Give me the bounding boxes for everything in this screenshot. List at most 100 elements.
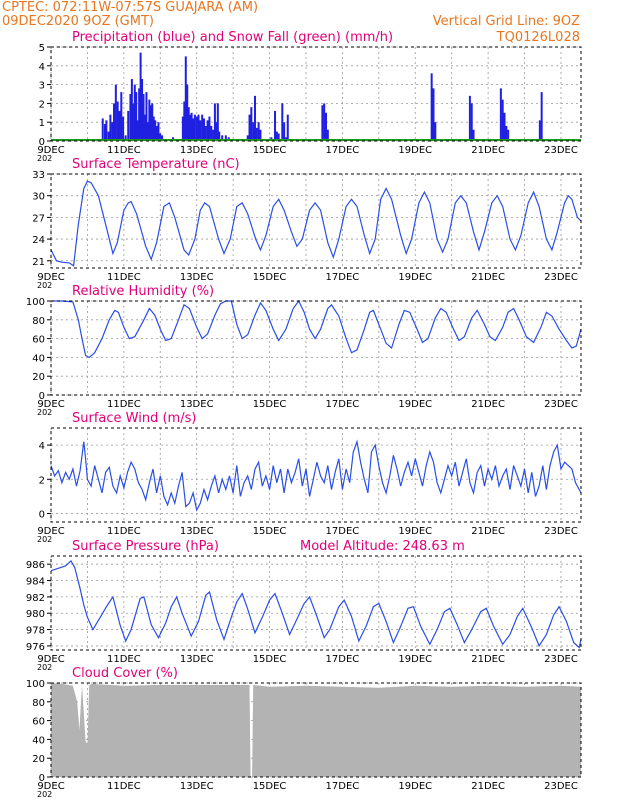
precip-bar <box>127 110 130 141</box>
precip-bar <box>221 135 224 141</box>
temp-xtick-label: 15DEC <box>253 272 287 283</box>
precip-bar <box>107 131 110 141</box>
rh-line <box>51 299 582 359</box>
panels: 9DEC 11DEC 13DEC 15DEC 17DEC 19DEC 21DEC 23DEC2… <box>26 43 582 799</box>
precip-bar <box>133 84 136 141</box>
precip-bar <box>224 135 227 141</box>
precip-bar <box>216 103 219 141</box>
precip-bar <box>149 105 152 141</box>
pressure-xtick-label: 21DEC <box>471 654 505 665</box>
precip-bar <box>111 122 114 141</box>
temp-line <box>50 180 582 267</box>
wind-ytick-label: 0 <box>39 509 45 520</box>
precip-ytick-label: 2 <box>39 99 45 110</box>
cloud-xtick-label: 19DEC <box>398 781 432 792</box>
precip-bar <box>210 125 213 141</box>
precip-bar <box>159 133 162 141</box>
cloud-ytick-label: 60 <box>32 717 45 728</box>
rh-xtick-label: 15DEC <box>253 399 287 410</box>
precip-xtick-label: 13DEC <box>180 145 214 156</box>
wind-frame <box>50 427 582 523</box>
wind-xtick-label: 13DEC <box>180 526 214 537</box>
precip-ytick-label: 0 <box>39 137 45 148</box>
precip-bar <box>215 122 218 141</box>
rh-xtick-label: 23DEC <box>544 399 578 410</box>
rh-xtick-label: 9DEC <box>37 399 64 410</box>
temp-year-label: 202 <box>37 281 52 290</box>
rh-ytick-label: 100 <box>26 297 45 308</box>
cloud-ytick-label: 20 <box>32 754 45 765</box>
precip-bar <box>190 112 193 141</box>
precip-bar <box>141 78 144 141</box>
rh-ytick-label: 0 <box>39 391 45 402</box>
wind-ytick-label: 4 <box>39 441 45 452</box>
precip-bar <box>434 122 437 141</box>
cloud-xtick-label: 17DEC <box>326 781 360 792</box>
precip-bar <box>499 88 502 141</box>
precip-xtick-label: 11DEC <box>107 145 141 156</box>
precip-bar <box>132 103 135 141</box>
temp-ytick-label: 21 <box>32 257 45 268</box>
wind-line <box>50 439 582 512</box>
pressure-ytick-label: 980 <box>26 609 45 620</box>
pressure-xtick-label: 13DEC <box>180 654 214 665</box>
precip-xtick-label: 17DEC <box>326 145 360 156</box>
precip-bar <box>145 92 148 141</box>
precip-title: Precipitation (blue) and Snow Fall (gree… <box>72 30 393 45</box>
precip-bar <box>505 125 508 141</box>
precip-bar <box>430 73 433 141</box>
temp-ytick-label: 27 <box>32 213 45 224</box>
wind-title: Surface Wind (m/s) <box>72 411 196 426</box>
temp-xtick-label: 11DEC <box>107 272 141 283</box>
rh-frame <box>50 300 582 396</box>
precip-bar <box>326 129 329 141</box>
rh-xtick-label: 21DEC <box>471 399 505 410</box>
rh-year-label: 202 <box>37 408 52 417</box>
precip-bar <box>208 116 211 141</box>
precip-bar <box>113 103 116 141</box>
precip-bar <box>197 114 200 141</box>
precip-frame <box>50 46 582 142</box>
cloud-title: Cloud Cover (%) <box>72 666 178 681</box>
precip-bar <box>195 116 198 141</box>
precip-bar <box>136 120 139 141</box>
cloud-ytick-label: 0 <box>39 773 45 784</box>
pressure-line <box>50 559 582 649</box>
pressure-xtick-label: 11DEC <box>107 654 141 665</box>
precip-bar <box>218 131 221 141</box>
precip-bar <box>213 103 216 141</box>
temp-ytick-label: 30 <box>32 192 45 203</box>
precip-xtick-label: 19DEC <box>398 145 432 156</box>
rh-xtick-label: 17DEC <box>326 399 360 410</box>
precip-bar <box>212 129 215 141</box>
rh-ytick-label: 40 <box>32 353 45 364</box>
precip-bar <box>120 92 123 141</box>
precip-bar <box>154 120 157 141</box>
precip-bar <box>199 120 202 141</box>
precip-bar <box>122 116 125 141</box>
cloud-xtick-label: 13DEC <box>180 781 214 792</box>
precip-ytick-label: 4 <box>39 62 45 73</box>
precip-bar <box>181 116 184 141</box>
precip-bar <box>250 107 253 141</box>
rh-title: Relative Humidity (%) <box>72 284 214 299</box>
precip-ytick-label: 1 <box>39 118 45 129</box>
header-location: CPTEC: 072:11W-07:57S GUAJARA (AM) <box>2 0 258 15</box>
precip-bar <box>138 88 141 141</box>
precip-bar <box>201 114 204 141</box>
precip-bar <box>118 110 121 141</box>
temp-ytick-label: 24 <box>32 235 45 246</box>
precip-bar <box>103 124 106 141</box>
precip-bar <box>114 84 117 141</box>
model-altitude: Model Altitude: 248.63 m <box>300 539 465 554</box>
precip-bar <box>101 118 104 141</box>
precip-ytick-label: 3 <box>39 81 45 92</box>
rh-xtick-label: 13DEC <box>180 399 214 410</box>
precip-bar <box>161 135 164 141</box>
pressure-xtick-label: 9DEC <box>37 654 64 665</box>
precip-bar <box>540 92 543 141</box>
precip-bar <box>248 114 251 141</box>
precip-bar <box>116 101 119 141</box>
precip-bar <box>277 133 280 141</box>
pressure-ytick-label: 984 <box>26 577 45 588</box>
